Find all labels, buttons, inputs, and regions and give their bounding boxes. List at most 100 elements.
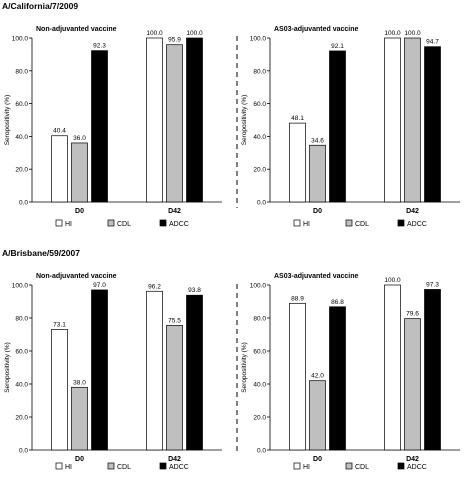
legend-item: HI	[293, 219, 310, 228]
y-tick-label: 0.0	[19, 200, 28, 207]
legend-label: HI	[65, 464, 72, 471]
data-label: 88.9	[291, 295, 304, 302]
legend-item: HI	[55, 462, 72, 471]
legend-label: HI	[65, 221, 72, 228]
bar-hi-d0	[289, 302, 306, 451]
legend-item: HI	[293, 462, 310, 471]
x-tick-label: D42	[406, 456, 419, 463]
legend-item: HI	[55, 219, 72, 228]
chart-panels: Non-adjuvanted vaccine 0.0 20.0 40.0 60.0 80.…	[4, 26, 460, 471]
x-tick-label: D42	[168, 208, 181, 215]
data-label: 100.0	[186, 30, 203, 37]
x-tick-label: D0	[75, 456, 84, 463]
bar-cdl-d0	[309, 144, 326, 203]
y-tick-label: 80.0	[253, 68, 266, 75]
bar-cdl-d0	[71, 386, 88, 451]
legend-item: ADCC	[159, 219, 189, 228]
y-tick-label: 40.0	[15, 134, 28, 141]
data-label: 73.1	[53, 321, 66, 328]
bar-adcc-d42	[424, 46, 441, 203]
y-tick-label: 80.0	[15, 316, 28, 323]
y-tick-label: 0.0	[257, 200, 266, 207]
bar-adcc-d42	[186, 37, 203, 203]
legend-swatch	[397, 462, 405, 470]
legend-swatch	[55, 219, 63, 227]
legend-label: HI	[303, 221, 310, 228]
y-tick-label: 20.0	[15, 415, 28, 422]
y-tick-label: 0.0	[19, 448, 28, 455]
y-tick-label: 60.0	[15, 349, 28, 356]
legend-label: HI	[303, 464, 310, 471]
bar-hi-d0	[51, 135, 68, 203]
data-label: 95.9	[168, 37, 181, 44]
y-tick-label: 60.0	[15, 101, 28, 108]
y-tick-label: 100.0	[250, 283, 267, 290]
legend-swatch	[293, 462, 301, 470]
data-label: 100.0	[404, 30, 421, 37]
legend-item: CDL	[345, 462, 369, 471]
data-label: 100.0	[384, 30, 401, 37]
bar-cdl-d42	[404, 318, 421, 451]
data-label: 93.8	[188, 287, 201, 294]
bar-adcc-d0	[329, 50, 346, 203]
data-label: 40.4	[53, 128, 66, 135]
legend-label: CDL	[355, 221, 369, 228]
data-label: 97.0	[93, 282, 106, 289]
bar-adcc-d42	[186, 294, 203, 451]
y-tick-label: 100.0	[250, 36, 267, 43]
legend-swatch	[293, 219, 301, 227]
bar-adcc-d0	[91, 50, 108, 203]
chart-title: Non-adjuvanted vaccine	[36, 26, 117, 33]
y-tick-label: 0.0	[257, 448, 266, 455]
chart-panel-2: AS03-adjuvanted vaccine 0.0 20.0 40.0 60.0 80…	[241, 26, 460, 228]
bar-hi-d0	[51, 329, 68, 451]
chart-title: AS03-adjuvanted vaccine	[274, 26, 359, 33]
x-tick-label: D42	[406, 208, 419, 215]
data-label: 38.0	[73, 379, 86, 386]
chart-panel-4: AS03-adjuvanted vaccine 0.0 20.0 40.0 60.0 80…	[241, 273, 460, 471]
y-tick-label: 20.0	[253, 415, 266, 422]
x-tick-label: D0	[313, 456, 322, 463]
bar-hi-d42	[146, 290, 163, 451]
y-tick-label: 40.0	[253, 134, 266, 141]
y-tick-label: 40.0	[15, 382, 28, 389]
legend-label: ADCC	[169, 464, 189, 471]
data-label: 79.6	[406, 311, 419, 318]
legend-swatch	[107, 219, 115, 227]
legend-swatch	[345, 462, 353, 470]
legend-label: CDL	[355, 464, 369, 471]
y-tick-label: 20.0	[253, 167, 266, 174]
legend-label: ADCC	[407, 221, 427, 228]
data-label: 86.8	[331, 299, 344, 306]
chart-panel-1: Non-adjuvanted vaccine 0.0 20.0 40.0 60.0 80.…	[4, 26, 222, 228]
bar-cdl-d0	[309, 380, 326, 451]
data-label: 92.3	[93, 43, 106, 50]
legend-label: CDL	[117, 221, 131, 228]
data-label: 100.0	[146, 30, 163, 37]
legend-swatch	[397, 219, 405, 227]
legend-swatch	[345, 219, 353, 227]
legend-label: ADCC	[169, 221, 189, 228]
data-label: 94.7	[426, 39, 439, 46]
y-axis-label: Seropositivity (%)	[241, 342, 248, 393]
legend-swatch	[159, 219, 167, 227]
y-tick-label: 40.0	[253, 382, 266, 389]
section-title-california: A/California/7/2009	[2, 1, 78, 11]
bar-adcc-d0	[91, 289, 108, 451]
data-label: 96.2	[148, 283, 161, 290]
x-tick-label: D0	[313, 208, 322, 215]
y-tick-label: 80.0	[15, 68, 28, 75]
legend-swatch	[159, 462, 167, 470]
x-tick-label: D42	[168, 456, 181, 463]
legend-item: CDL	[107, 462, 131, 471]
bar-cdl-d42	[404, 37, 421, 203]
bar-cdl-d42	[166, 44, 183, 203]
data-label: 48.1	[291, 115, 304, 122]
y-tick-label: 20.0	[15, 167, 28, 174]
section-title-brisbane: A/Brisbane/59/2007	[2, 248, 80, 258]
bar-hi-d0	[289, 122, 306, 203]
y-axis-label: Seropositivity (%)	[4, 342, 11, 393]
legend-swatch	[55, 462, 63, 470]
legend-item: CDL	[345, 219, 369, 228]
